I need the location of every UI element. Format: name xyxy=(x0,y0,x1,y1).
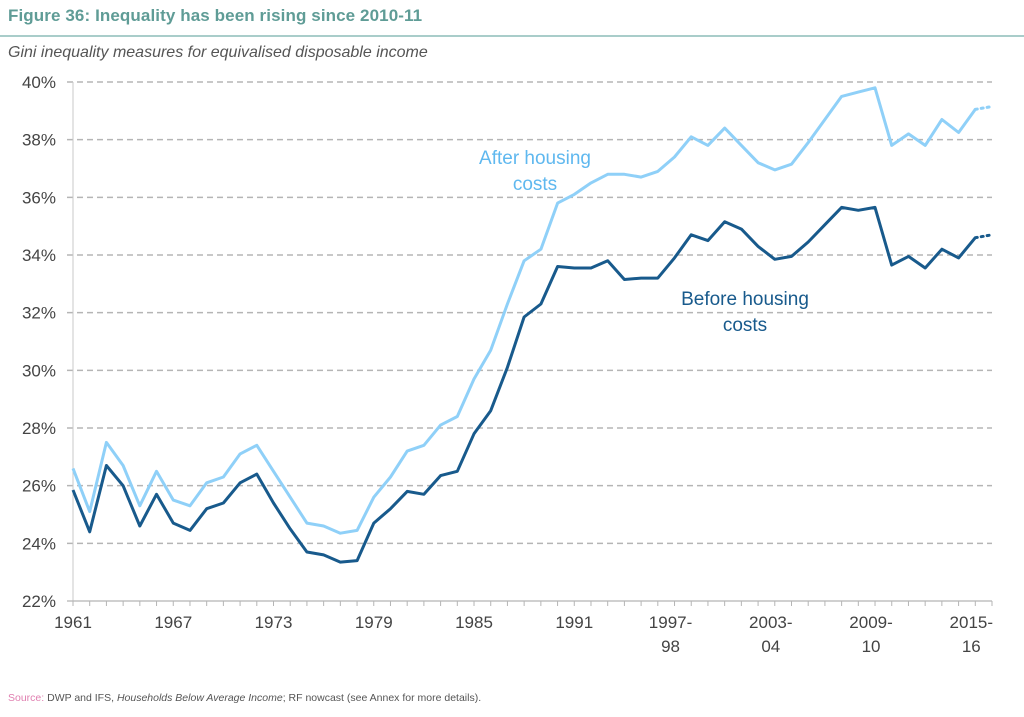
source-title: Households Below Average Income xyxy=(116,692,283,704)
y-tick-label-40: 40% xyxy=(22,73,56,92)
y-tick-label-22: 22% xyxy=(22,592,56,611)
y-tick-label-38: 38% xyxy=(22,131,56,150)
x-tick-label-1985: 1985 xyxy=(455,613,493,632)
source-text-1: DWP and IFS, xyxy=(44,692,117,704)
source-note: Source: DWP and IFS, Households Below Av… xyxy=(8,692,481,704)
label-after-housing-line1: After housing xyxy=(479,148,591,169)
y-axis: 22% 24% 26% 28% 30% 32% 34% 36% 38% 40% xyxy=(22,73,74,611)
source-text-2: ; RF nowcast (see Annex for more details… xyxy=(282,692,482,704)
y-tick-label-26: 26% xyxy=(22,477,56,496)
x-tick-label-1991: 1991 xyxy=(555,613,593,632)
gridlines xyxy=(67,81,992,545)
y-tick-label-32: 32% xyxy=(22,304,56,323)
x-tick-label-2009: 2009- xyxy=(849,613,892,632)
y-tick-label-24: 24% xyxy=(22,534,56,553)
title-rule xyxy=(0,35,1024,37)
x-tick-label-2003: 2003- xyxy=(749,613,792,632)
nowcast-line-before-housing-costs xyxy=(973,233,994,240)
label-after-housing-line2: costs xyxy=(513,174,557,195)
label-before-housing-line1: Before housing xyxy=(681,289,809,310)
y-tick-label-34: 34% xyxy=(22,246,56,265)
x-tick-label-2015: 2015- xyxy=(950,613,993,632)
x-tick-label-1997-line2: 98 xyxy=(661,637,680,656)
figure-title: Figure 36: Inequality has been rising si… xyxy=(8,6,423,25)
x-tick-label-1979: 1979 xyxy=(355,613,393,632)
source-label: Source: xyxy=(8,692,45,704)
line-before-housing-costs xyxy=(71,205,977,564)
y-tick-label-28: 28% xyxy=(22,419,56,438)
x-tick-label-2009-line2: 10 xyxy=(862,637,881,656)
x-tick-label-1997: 1997- xyxy=(649,613,692,632)
y-tick-label-36: 36% xyxy=(22,188,56,207)
x-tick-label-2003-line2: 04 xyxy=(761,637,780,656)
x-tick-label-1973: 1973 xyxy=(255,613,293,632)
x-tick-label-1961: 1961 xyxy=(54,613,92,632)
series-lines xyxy=(71,86,994,564)
line-after-housing-costs xyxy=(71,86,977,535)
chart-subtitle: Gini inequality measures for equivalised… xyxy=(8,44,428,61)
label-before-housing-line2: costs xyxy=(723,315,767,336)
y-tick-label-30: 30% xyxy=(22,361,56,380)
x-axis: 1961 1967 1973 1979 1985 1991 1997- 98 2003- 04 20… xyxy=(54,600,993,656)
nowcast-line-after-housing-costs xyxy=(973,105,994,111)
x-tick-label-1967: 1967 xyxy=(154,613,192,632)
series-labels: After housing costs Before housing costs xyxy=(479,148,809,336)
x-tick-label-2015-line2: 16 xyxy=(962,637,981,656)
